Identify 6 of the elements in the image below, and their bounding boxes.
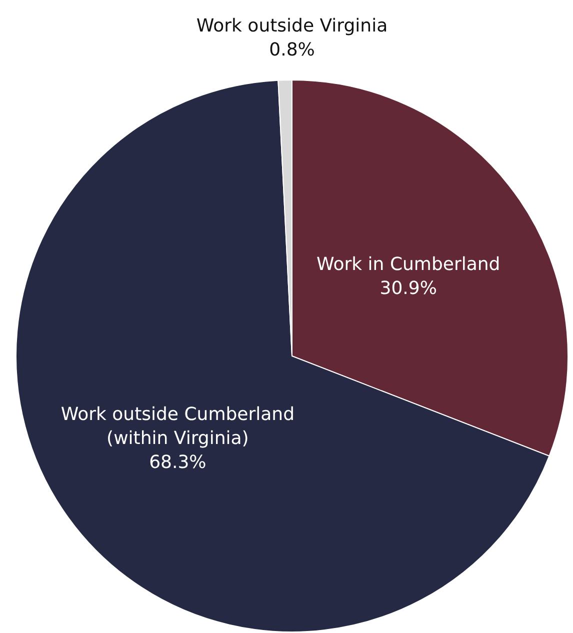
data-label: 68.3% [149,452,206,474]
slice-label: Work outside Virginia [196,16,388,36]
slice-label: Work in Cumberland [316,254,500,275]
slice-label: Work outside Cumberland (within Virginia) [60,404,295,450]
data-label: 0.8% [269,40,315,60]
data-label: 30.9% [380,278,437,299]
